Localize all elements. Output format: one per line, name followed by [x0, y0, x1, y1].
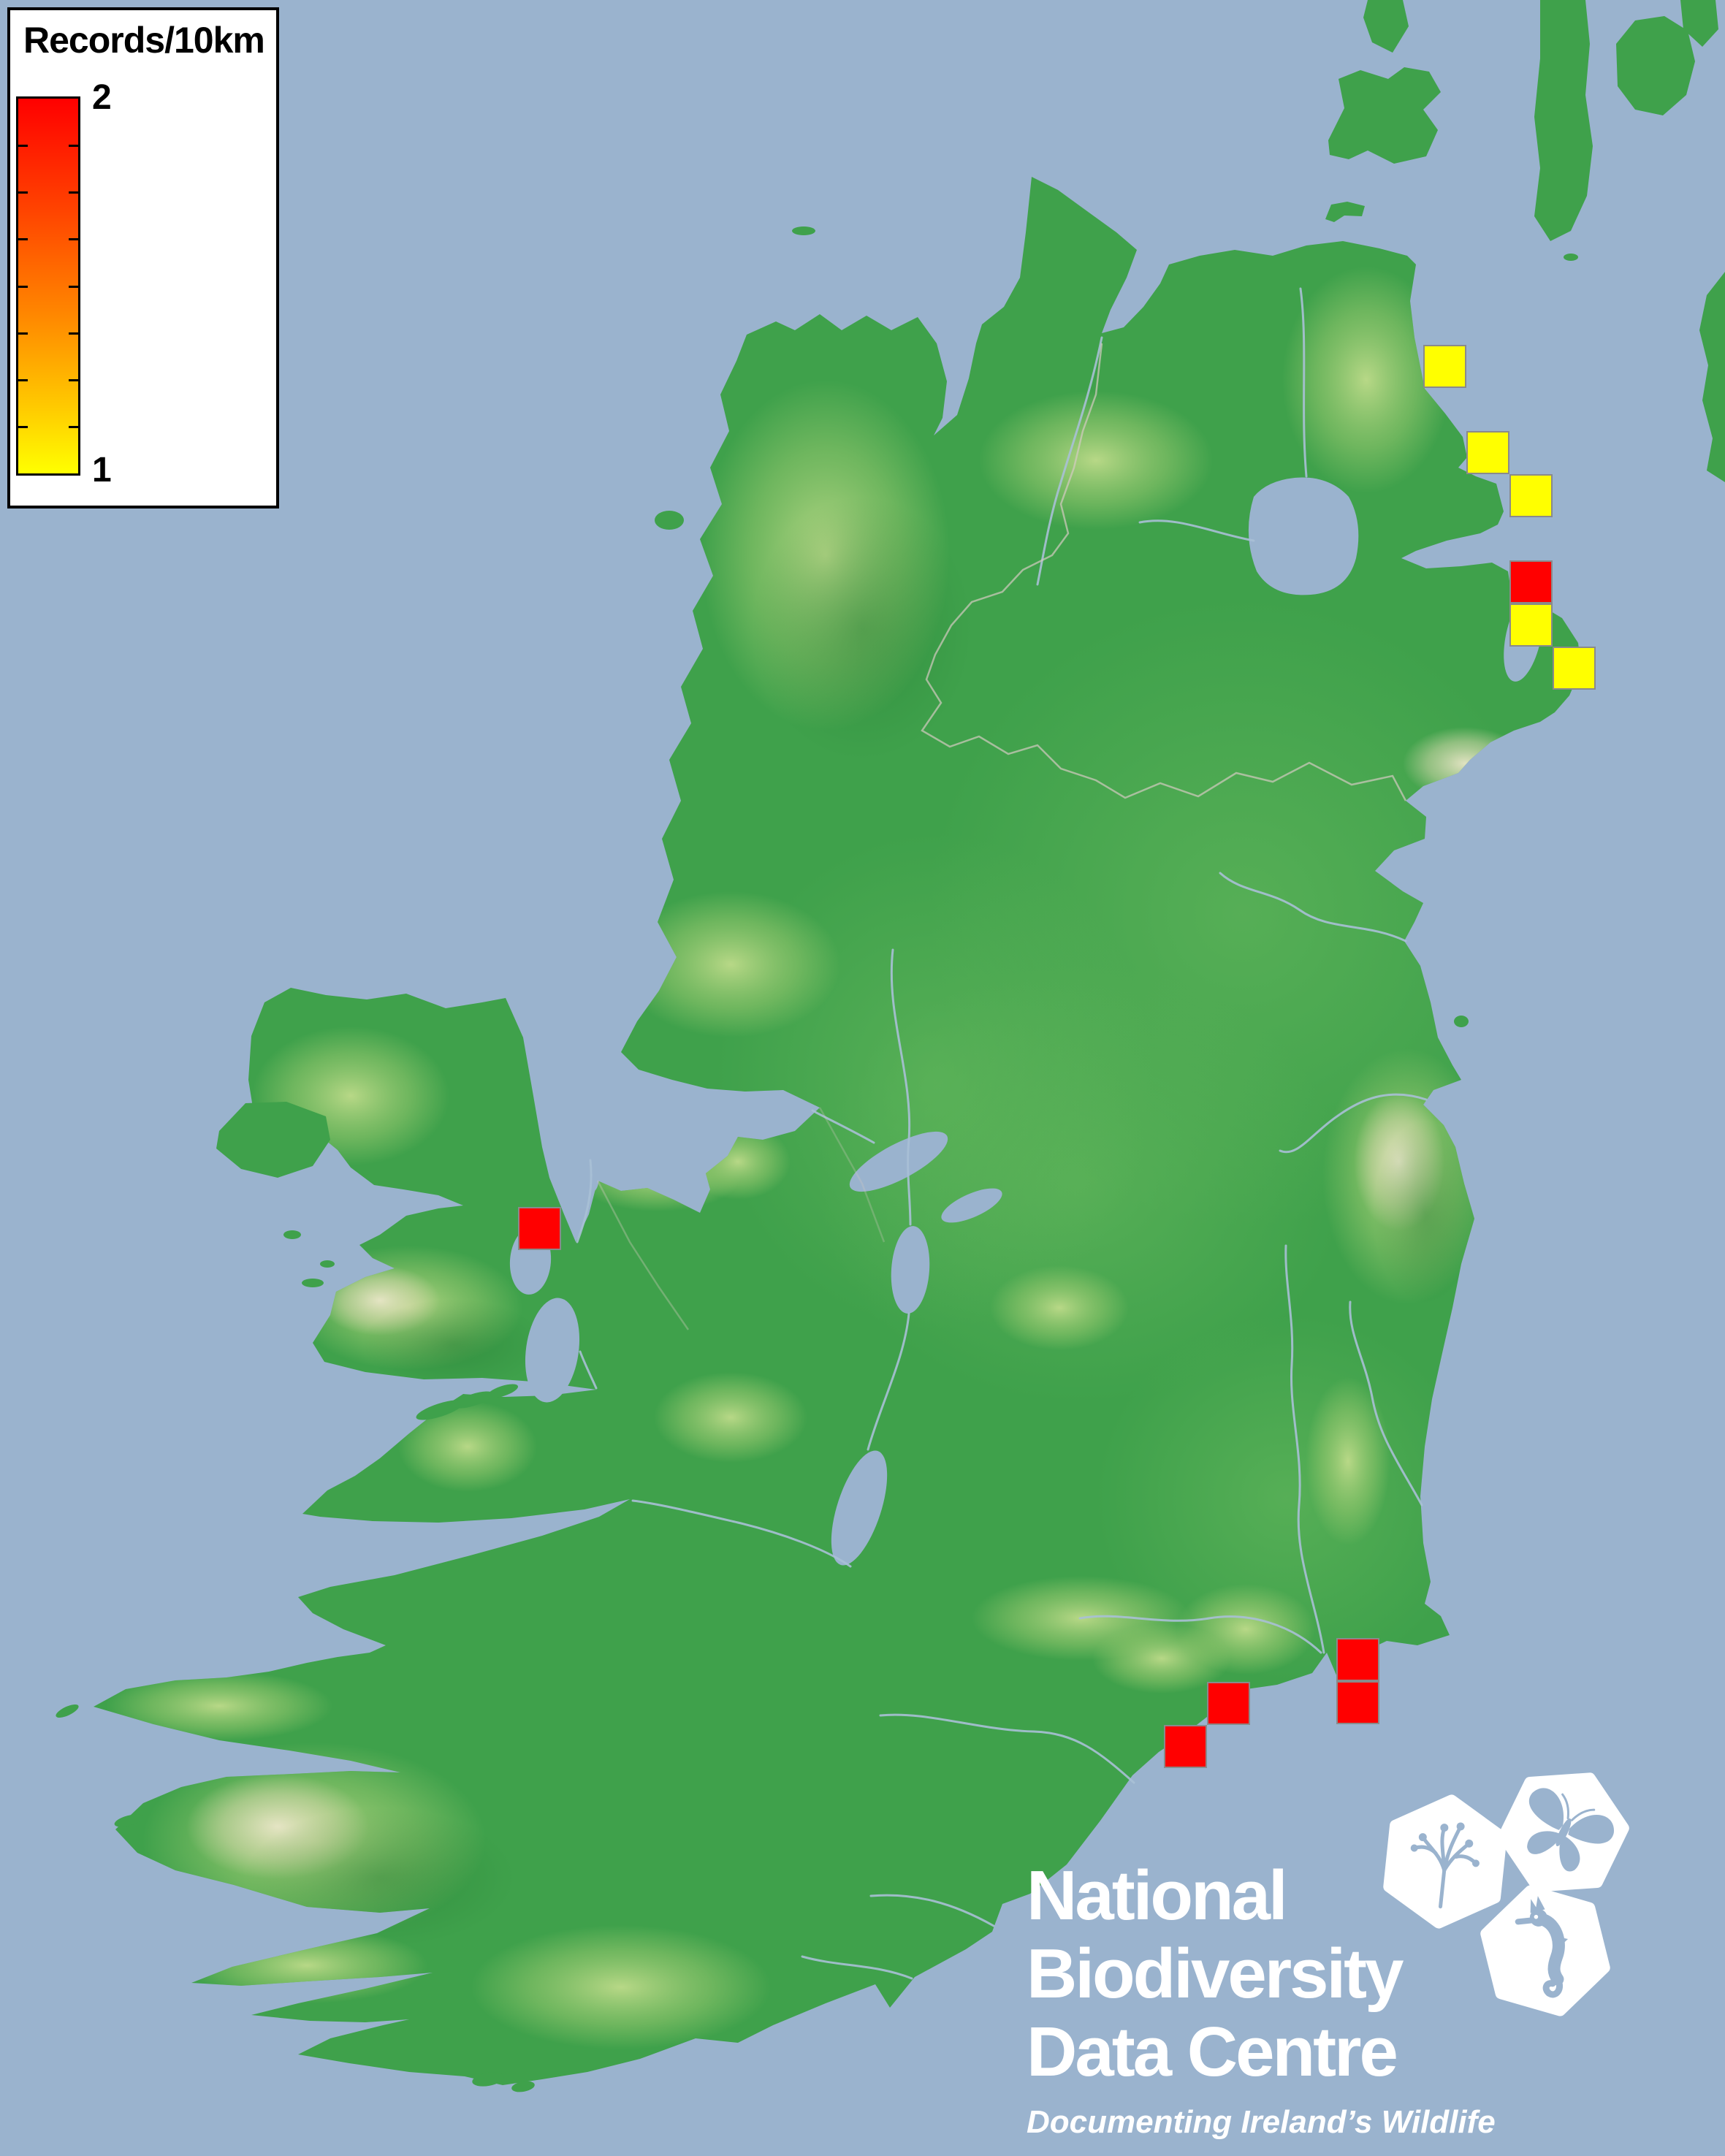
seahorse-hexagon-icon: [1480, 1885, 1610, 2016]
legend-panel: Records/10km 2 1: [7, 7, 279, 508]
record-square[interactable]: [1466, 431, 1509, 474]
legend-tick: [18, 286, 28, 288]
legend-tick: [18, 379, 28, 381]
logo-tagline: Documenting Ireland’s Wildlife: [1027, 2104, 1496, 2140]
legend-tick: [69, 379, 78, 381]
logo-line-1: National: [1027, 1856, 1288, 1935]
legend-tick: [18, 145, 28, 147]
record-square[interactable]: [518, 1207, 561, 1250]
legend-min-label: 1: [92, 451, 112, 490]
county-boundaries: [596, 343, 1407, 1330]
legend-tick: [69, 426, 78, 428]
record-square[interactable]: [1423, 345, 1466, 388]
logo-line-2: Biodiversity: [1027, 1935, 1404, 2013]
nbdc-logo-icons: [1372, 1759, 1650, 2026]
legend-tick: [69, 145, 78, 147]
legend-tick: [18, 332, 28, 335]
record-square[interactable]: [1336, 1681, 1379, 1724]
butterfly-hexagon-icon: [1498, 1772, 1629, 1892]
record-square[interactable]: [1207, 1682, 1250, 1725]
legend-tick: [18, 191, 28, 194]
legend-max-label: 2: [92, 78, 112, 117]
lakes: [509, 477, 1543, 1566]
legend-tick: [69, 286, 78, 288]
record-square[interactable]: [1336, 1638, 1379, 1681]
record-square[interactable]: [1164, 1725, 1207, 1768]
legend-tick: [69, 191, 78, 194]
record-square[interactable]: [1509, 474, 1553, 517]
rivers: [576, 287, 1428, 1980]
legend-tick: [69, 238, 78, 240]
nbdc-logo-text: National Biodiversity Data Centre Docume…: [1027, 1856, 1496, 2141]
record-square[interactable]: [1553, 647, 1596, 690]
legend-tick: [18, 238, 28, 240]
record-square[interactable]: [1509, 603, 1553, 647]
scotland-landmass: [1328, 0, 1725, 482]
legend-gradient-bar: [16, 96, 80, 476]
islands: [56, 202, 1469, 2092]
legend-title: Records/10km: [23, 20, 265, 61]
record-square[interactable]: [1509, 560, 1553, 603]
legend-tick: [69, 332, 78, 335]
legend-tick: [18, 426, 28, 428]
logo-line-3: Data Centre: [1027, 2013, 1398, 2091]
